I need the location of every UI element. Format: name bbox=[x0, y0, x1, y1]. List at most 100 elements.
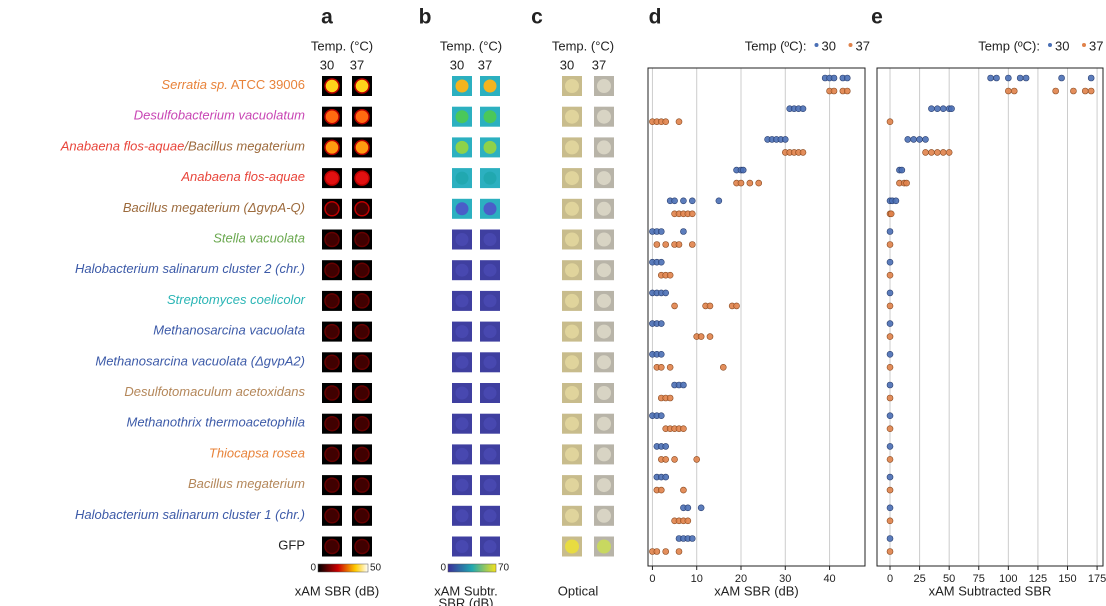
dot bbox=[940, 106, 946, 112]
dot bbox=[707, 334, 713, 340]
dot bbox=[747, 180, 753, 186]
temp-label: 37 bbox=[350, 57, 364, 72]
dot bbox=[672, 456, 678, 462]
dot bbox=[663, 474, 669, 480]
thumb-spot bbox=[597, 355, 611, 369]
x-tick-label: 0 bbox=[887, 573, 893, 585]
dot bbox=[1082, 88, 1088, 94]
thumb-spot bbox=[325, 79, 339, 93]
dot bbox=[680, 229, 686, 235]
dot bbox=[1088, 88, 1094, 94]
axis-label: xAM SBR (dB) bbox=[295, 583, 380, 598]
thumb-spot bbox=[456, 110, 469, 123]
thumb-spot bbox=[355, 233, 369, 247]
thumb-spot bbox=[565, 386, 579, 400]
dot bbox=[720, 364, 726, 370]
dot bbox=[928, 149, 934, 155]
legend-label: 30 bbox=[1055, 38, 1069, 53]
dot bbox=[716, 198, 722, 204]
thumb-spot bbox=[325, 355, 339, 369]
thumb-spot bbox=[355, 509, 369, 523]
thumb-spot bbox=[565, 171, 579, 185]
organism-label: Stella vacuolata bbox=[213, 231, 305, 246]
dot bbox=[887, 382, 893, 388]
dot bbox=[887, 549, 893, 555]
organism-label-part: Bacillus megaterium (ΔgvpA-Q) bbox=[123, 200, 305, 215]
legend-swatch bbox=[1082, 43, 1086, 47]
dot bbox=[893, 198, 899, 204]
dot bbox=[694, 456, 700, 462]
thumb-spot bbox=[565, 202, 579, 216]
thumb-spot bbox=[484, 417, 497, 430]
panel-label: a bbox=[321, 6, 333, 29]
dot bbox=[689, 536, 695, 542]
thumb-spot bbox=[355, 325, 369, 339]
organism-label: Halobacterium salinarum cluster 2 (chr.) bbox=[75, 262, 305, 277]
organism-label-part: Desulfotomaculum acetoxidans bbox=[124, 384, 305, 399]
dot bbox=[887, 456, 893, 462]
thumb-spot bbox=[597, 478, 611, 492]
legend-swatch bbox=[815, 43, 819, 47]
thumb-spot bbox=[597, 540, 611, 554]
legend-label: 37 bbox=[1089, 38, 1103, 53]
x-tick-label: 0 bbox=[649, 573, 655, 585]
dot bbox=[680, 426, 686, 432]
dot bbox=[887, 351, 893, 357]
dot bbox=[800, 106, 806, 112]
figure: abcdeSerratia sp. ATCC 39006Desulfobacte… bbox=[0, 0, 1106, 606]
colorbar bbox=[318, 564, 368, 572]
dot bbox=[707, 303, 713, 309]
dot bbox=[887, 272, 893, 278]
organism-label: Serratia sp. ATCC 39006 bbox=[161, 77, 305, 92]
thumb-spot bbox=[565, 233, 579, 247]
dot bbox=[1053, 88, 1059, 94]
thumb-spot bbox=[325, 509, 339, 523]
dot bbox=[698, 334, 704, 340]
thumb-spot bbox=[565, 355, 579, 369]
thumb-spot bbox=[456, 509, 469, 522]
temp-label: 30 bbox=[320, 57, 334, 72]
thumb-spot bbox=[325, 140, 339, 154]
dot bbox=[658, 321, 664, 327]
organism-label-part: Stella vacuolata bbox=[213, 231, 305, 246]
thumb-spot bbox=[355, 447, 369, 461]
dot bbox=[680, 198, 686, 204]
organism-label-part: ATCC 39006 bbox=[228, 77, 305, 92]
thumb-spot bbox=[484, 509, 497, 522]
dot bbox=[949, 106, 955, 112]
dot bbox=[1017, 75, 1023, 81]
organism-label-part: Thiocapsa rosea bbox=[209, 446, 305, 461]
thumb-spot bbox=[484, 141, 497, 154]
thumb-spot bbox=[484, 294, 497, 307]
thumb-spot bbox=[565, 110, 579, 124]
dot bbox=[887, 321, 893, 327]
thumb-spot bbox=[355, 294, 369, 308]
x-tick-label: 25 bbox=[913, 573, 925, 585]
dot bbox=[676, 119, 682, 125]
dot bbox=[923, 136, 929, 142]
organism-label-part: Bacillus megaterium bbox=[188, 477, 305, 492]
dot bbox=[676, 549, 682, 555]
dot bbox=[663, 119, 669, 125]
thumb-spot bbox=[456, 417, 469, 430]
thumb-spot bbox=[355, 540, 369, 554]
panel-label: b bbox=[419, 6, 432, 29]
axis-label: xAM Subtracted SBR bbox=[929, 583, 1052, 598]
dot bbox=[940, 149, 946, 155]
dot bbox=[663, 456, 669, 462]
legend-swatch bbox=[849, 43, 853, 47]
dot bbox=[887, 229, 893, 235]
organism-label: Desulfobacterium vacuolatum bbox=[134, 108, 305, 123]
temp-header: Temp. (°C) bbox=[552, 38, 614, 53]
dot bbox=[899, 167, 905, 173]
thumb-spot bbox=[456, 202, 469, 215]
dot bbox=[1023, 75, 1029, 81]
dot bbox=[887, 505, 893, 511]
temp-header: Temp. (°C) bbox=[311, 38, 373, 53]
thumb-spot bbox=[325, 540, 339, 554]
organism-label: Anabaena flos-aquae/Bacillus megaterium bbox=[60, 139, 305, 154]
dot bbox=[917, 136, 923, 142]
dot bbox=[689, 211, 695, 217]
dot bbox=[782, 136, 788, 142]
dot bbox=[905, 136, 911, 142]
